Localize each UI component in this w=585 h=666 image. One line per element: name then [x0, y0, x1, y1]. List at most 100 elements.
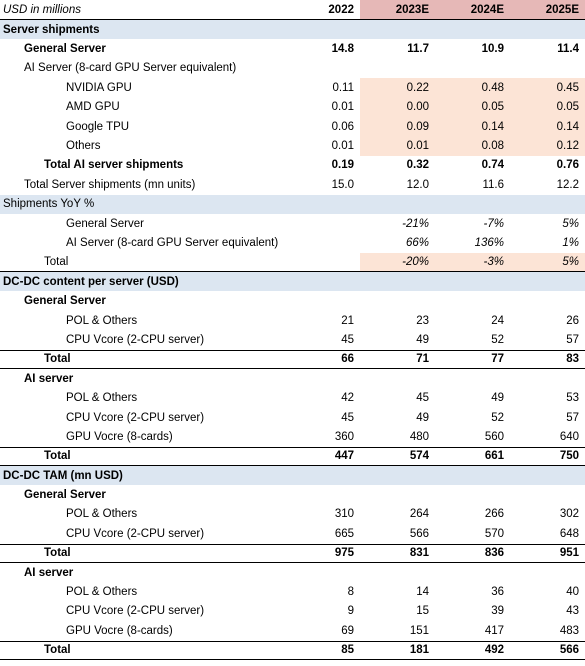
value-cell[interactable]: 52: [491, 411, 504, 424]
value-cell[interactable]: 0.00: [360, 97, 435, 117]
value-cell[interactable]: [510, 369, 585, 388]
value-cell[interactable]: 23: [416, 314, 429, 327]
row-label[interactable]: Total: [44, 547, 71, 560]
value-cell[interactable]: 5%: [562, 217, 579, 230]
value-cell[interactable]: 665: [334, 527, 354, 540]
value-cell[interactable]: 11.7: [407, 43, 429, 56]
value-cell[interactable]: 836: [484, 547, 504, 560]
value-cell[interactable]: 0.09: [360, 116, 435, 137]
row-label[interactable]: Total: [44, 450, 71, 463]
value-cell[interactable]: [435, 291, 510, 310]
value-cell[interactable]: [360, 291, 435, 310]
value-cell[interactable]: 12.2: [556, 178, 579, 191]
value-cell[interactable]: [435, 563, 510, 582]
value-cell[interactable]: 11.4: [557, 43, 579, 56]
value-cell[interactable]: 69: [341, 624, 354, 637]
value-cell[interactable]: [510, 59, 585, 78]
value-cell[interactable]: [510, 466, 585, 485]
row-label[interactable]: POL & Others: [66, 314, 138, 327]
value-cell[interactable]: -3%: [435, 252, 510, 272]
value-cell[interactable]: [435, 20, 510, 39]
value-cell[interactable]: [510, 195, 585, 214]
value-cell[interactable]: 0.14: [435, 116, 510, 137]
row-label[interactable]: DC-DC TAM (mn USD): [3, 469, 123, 482]
value-cell[interactable]: 310: [334, 508, 354, 521]
value-cell[interactable]: 52: [491, 333, 504, 346]
row-label[interactable]: POL & Others: [66, 508, 138, 521]
value-cell[interactable]: 11.6: [482, 178, 504, 191]
value-cell[interactable]: 5%: [510, 252, 585, 272]
value-cell[interactable]: [285, 291, 360, 310]
year-header[interactable]: 2022: [328, 3, 354, 16]
value-cell[interactable]: 77: [491, 353, 504, 366]
value-cell[interactable]: [360, 272, 435, 291]
value-cell[interactable]: [435, 195, 510, 214]
row-label[interactable]: CPU Vcore (2-CPU server): [66, 527, 205, 540]
row-label[interactable]: AMD GPU: [66, 101, 120, 114]
row-label[interactable]: General Server: [24, 489, 106, 502]
value-cell[interactable]: [285, 466, 360, 485]
value-cell[interactable]: 49: [491, 392, 504, 405]
year-header[interactable]: 2025E: [510, 0, 585, 19]
value-cell[interactable]: [510, 20, 585, 39]
value-cell[interactable]: 560: [484, 430, 504, 443]
row-label[interactable]: GPU Vocre (8-cards): [66, 430, 173, 443]
value-cell[interactable]: [435, 485, 510, 504]
value-cell[interactable]: 57: [566, 411, 579, 424]
row-label[interactable]: NVIDIA GPU: [66, 81, 132, 94]
value-cell[interactable]: 0.32: [406, 159, 429, 172]
row-label[interactable]: AI server: [24, 372, 74, 385]
value-cell[interactable]: 975: [334, 547, 354, 560]
value-cell[interactable]: 831: [409, 547, 429, 560]
value-cell[interactable]: 0.05: [435, 97, 510, 117]
value-cell[interactable]: [510, 272, 585, 291]
value-cell[interactable]: 40: [566, 586, 579, 599]
value-cell[interactable]: 951: [559, 547, 579, 560]
row-label[interactable]: Total: [44, 255, 69, 268]
row-label[interactable]: POL & Others: [66, 392, 138, 405]
value-cell[interactable]: [360, 369, 435, 388]
value-cell[interactable]: 0.22: [360, 78, 435, 98]
value-cell[interactable]: [285, 563, 360, 582]
value-cell[interactable]: [360, 59, 435, 78]
value-cell[interactable]: 8: [347, 586, 354, 599]
value-cell[interactable]: 0.01: [360, 136, 435, 156]
row-label[interactable]: CPU Vcore (2-CPU server): [66, 411, 205, 424]
value-cell[interactable]: 492: [484, 644, 504, 657]
row-label[interactable]: CPU Vcore (2-CPU server): [66, 605, 205, 618]
value-cell[interactable]: 39: [491, 605, 504, 618]
value-cell[interactable]: 0.12: [510, 136, 585, 156]
value-cell[interactable]: [360, 20, 435, 39]
value-cell[interactable]: 14.8: [331, 43, 354, 56]
value-cell[interactable]: 36: [491, 586, 504, 599]
row-label[interactable]: Server shipments: [3, 23, 100, 36]
value-cell[interactable]: 417: [484, 624, 504, 637]
value-cell[interactable]: 640: [559, 430, 579, 443]
value-cell[interactable]: 264: [409, 508, 429, 521]
value-cell[interactable]: [360, 195, 435, 214]
value-cell[interactable]: 648: [559, 527, 579, 540]
value-cell[interactable]: 0.08: [435, 136, 510, 156]
row-label[interactable]: AI Server (8-card GPU Server equivalent): [24, 62, 237, 75]
value-cell[interactable]: 570: [484, 527, 504, 540]
value-cell[interactable]: [360, 466, 435, 485]
value-cell[interactable]: -7%: [483, 217, 504, 230]
value-cell[interactable]: [285, 59, 360, 78]
value-cell[interactable]: -21%: [402, 217, 429, 230]
value-cell[interactable]: 0.45: [510, 78, 585, 98]
value-cell[interactable]: 181: [409, 644, 429, 657]
value-cell[interactable]: 15: [416, 605, 429, 618]
value-cell[interactable]: 447: [334, 450, 354, 463]
value-cell[interactable]: 566: [559, 644, 579, 657]
value-cell[interactable]: 85: [341, 644, 354, 657]
value-cell[interactable]: [360, 563, 435, 582]
value-cell[interactable]: [510, 563, 585, 582]
value-cell[interactable]: 71: [416, 353, 429, 366]
value-cell[interactable]: -20%: [360, 252, 435, 272]
row-label[interactable]: Shipments YoY %: [3, 198, 95, 211]
value-cell[interactable]: 0.06: [331, 120, 354, 133]
value-cell[interactable]: 566: [409, 527, 429, 540]
row-label[interactable]: Total Server shipments (mn units): [24, 178, 196, 191]
value-cell[interactable]: 43: [566, 605, 579, 618]
value-cell[interactable]: 24: [491, 314, 504, 327]
